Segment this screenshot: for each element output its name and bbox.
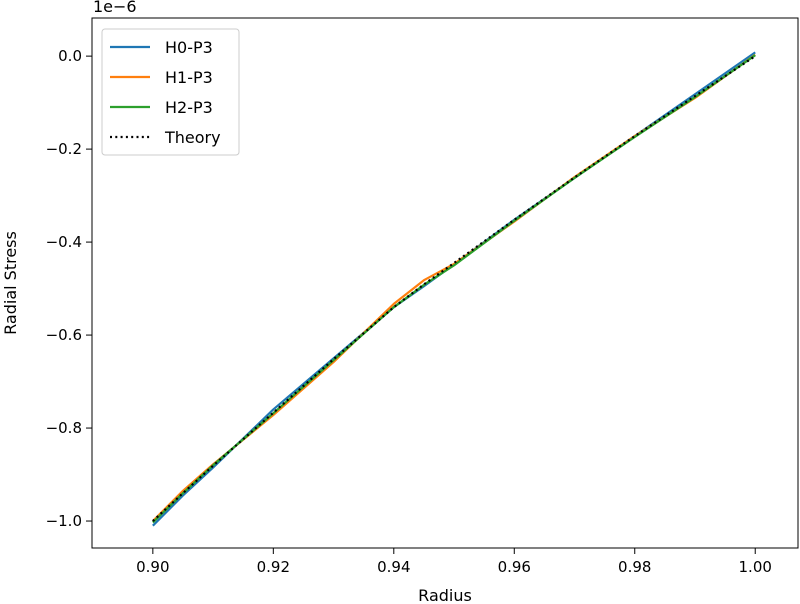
y-tick-label: −0.8 xyxy=(46,419,82,437)
x-tick-label: 0.92 xyxy=(257,558,290,576)
legend: H0-P3 H1-P3 H2-P3 Theory xyxy=(101,28,240,156)
y-tick-label: −1.0 xyxy=(46,512,82,530)
y-tick-label: −0.4 xyxy=(46,233,82,251)
series-line-h2-p3 xyxy=(152,54,756,524)
legend-label: H2-P3 xyxy=(165,98,213,117)
offset-text: 1e−6 xyxy=(93,0,137,16)
x-tick-label: 0.96 xyxy=(498,558,531,576)
y-axis-label: Radial Stress xyxy=(1,231,20,335)
legend-label: H0-P3 xyxy=(165,38,213,57)
y-tick-label: 0.0 xyxy=(58,47,82,65)
series-line-h1-p3 xyxy=(152,53,756,522)
x-tick-label: 0.90 xyxy=(136,558,169,576)
series-line-theory xyxy=(152,55,756,522)
series-line-h0-p3 xyxy=(152,51,756,527)
x-tick-label: 0.98 xyxy=(618,558,651,576)
legend-label: Theory xyxy=(164,128,221,147)
x-tick-label: 0.94 xyxy=(377,558,410,576)
y-tick-label: −0.2 xyxy=(46,140,82,158)
x-tick-label: 1.00 xyxy=(739,558,772,576)
plot-frame xyxy=(91,17,799,549)
legend-box xyxy=(101,28,240,156)
x-axis-label: Radius xyxy=(418,586,472,604)
legend-label: H1-P3 xyxy=(165,68,213,87)
y-tick-label: −0.6 xyxy=(46,326,82,344)
